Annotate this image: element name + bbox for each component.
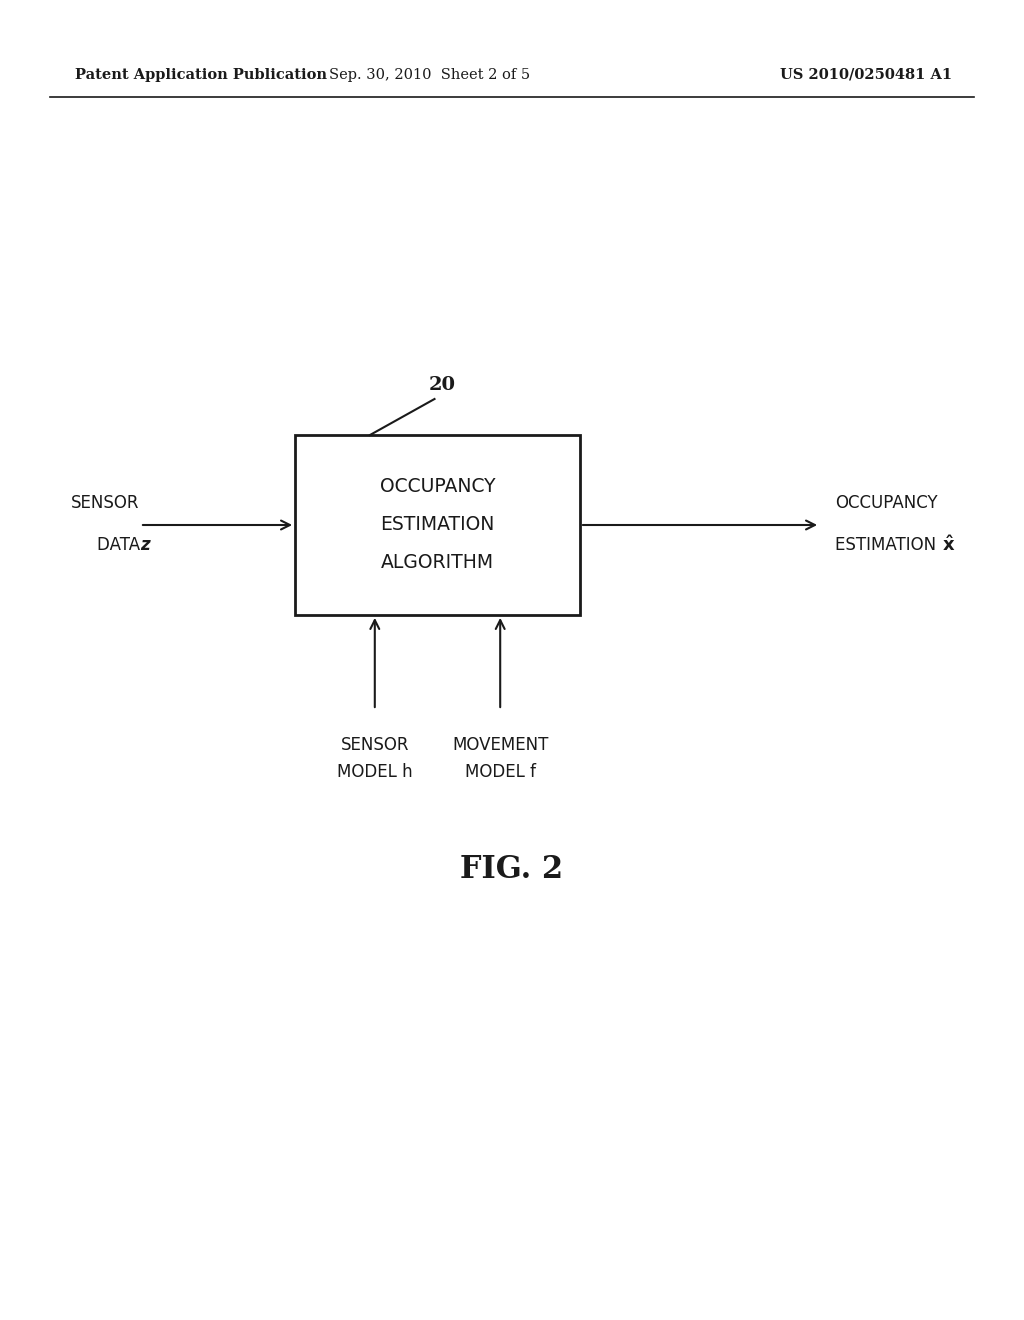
Text: MODEL h: MODEL h [337, 763, 413, 781]
Text: $\mathbf{\hat{x}}$: $\mathbf{\hat{x}}$ [942, 535, 955, 554]
Bar [295, 436, 580, 615]
Text: Patent Application Publication: Patent Application Publication [75, 69, 327, 82]
Text: Sep. 30, 2010  Sheet 2 of 5: Sep. 30, 2010 Sheet 2 of 5 [330, 69, 530, 82]
Text: US 2010/0250481 A1: US 2010/0250481 A1 [780, 69, 952, 82]
Text: z: z [140, 536, 150, 554]
Text: ESTIMATION: ESTIMATION [835, 536, 941, 554]
Text: SENSOR: SENSOR [71, 494, 139, 512]
Text: OCCUPANCY: OCCUPANCY [380, 478, 496, 496]
Text: MODEL f: MODEL f [465, 763, 536, 781]
Text: ALGORITHM: ALGORITHM [381, 553, 494, 573]
Text: FIG. 2: FIG. 2 [461, 854, 563, 886]
Text: SENSOR: SENSOR [341, 737, 409, 754]
Text: ESTIMATION: ESTIMATION [380, 516, 495, 535]
Text: DATA: DATA [97, 536, 145, 554]
Text: OCCUPANCY: OCCUPANCY [835, 494, 938, 512]
Text: 20: 20 [429, 376, 456, 393]
Text: MOVEMENT: MOVEMENT [452, 737, 549, 754]
